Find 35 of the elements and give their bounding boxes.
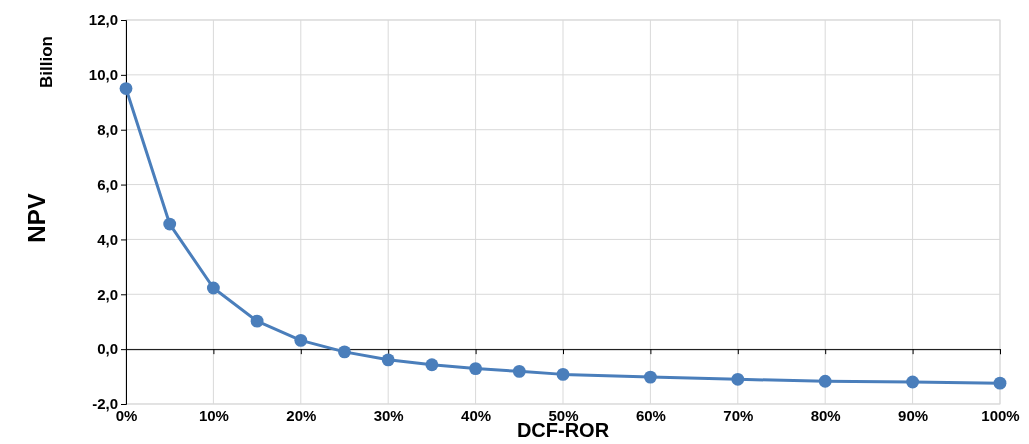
point <box>119 82 133 95</box>
y-tick-label: 8,0 <box>97 121 118 139</box>
point <box>381 353 395 367</box>
point <box>250 314 264 328</box>
point <box>512 364 526 378</box>
point <box>469 362 483 376</box>
point <box>993 376 1007 390</box>
point <box>425 358 439 372</box>
y-tick-label: -2,0 <box>92 395 118 413</box>
y-tick-label: 0,0 <box>97 340 118 358</box>
x-tick-label: 70% <box>723 407 754 425</box>
point <box>294 333 308 347</box>
x-tick-label: 30% <box>373 407 404 425</box>
point <box>731 372 745 386</box>
point <box>338 345 351 359</box>
x-tick-label: 40% <box>461 407 492 425</box>
y-axis-title: NPV <box>23 193 50 243</box>
y-tick-label: 10,0 <box>88 66 118 84</box>
point <box>556 367 570 381</box>
x-tick-label: 10% <box>198 407 229 425</box>
point <box>206 281 220 295</box>
y-tick-label: 4,0 <box>97 230 118 248</box>
x-tick-label: 80% <box>810 407 841 425</box>
point <box>818 374 832 388</box>
x-tick-label: 20% <box>286 407 317 425</box>
y-tick-label: 6,0 <box>97 175 118 193</box>
text: Billion <box>37 36 56 88</box>
x-tick-label: 90% <box>898 407 929 425</box>
point <box>906 375 920 389</box>
point <box>163 217 177 231</box>
y-tick-label: 2,0 <box>97 285 118 303</box>
x-tick-label: 60% <box>635 407 666 425</box>
x-tick-label: 100% <box>981 407 1020 425</box>
point <box>643 370 657 384</box>
y-tick-label: 12,0 <box>88 11 118 29</box>
